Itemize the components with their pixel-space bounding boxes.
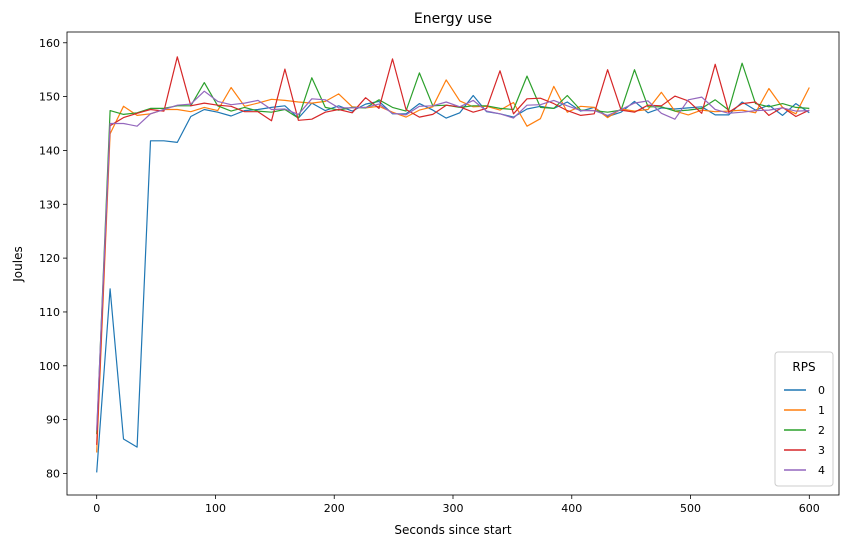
x-tick-label: 100	[205, 502, 226, 515]
y-tick-label: 120	[39, 252, 60, 265]
y-tick-label: 150	[39, 91, 60, 104]
legend-items: 0 1 2 3 4	[784, 384, 825, 477]
x-tick-label: 300	[443, 502, 464, 515]
series-line-3	[96, 56, 810, 445]
y-tick-label: 130	[39, 198, 60, 211]
y-tick-label: 160	[39, 37, 60, 50]
legend-label-0: 0	[818, 384, 825, 397]
legend-label-4: 4	[818, 464, 825, 477]
legend-label-3: 3	[818, 444, 825, 457]
y-tick-label: 90	[46, 414, 60, 427]
x-axis-ticks: 0 100 200 300 400 500 600	[93, 495, 820, 515]
x-axis-label: Seconds since start	[394, 523, 511, 537]
y-tick-label: 80	[46, 467, 60, 480]
series-line-0	[96, 94, 810, 473]
legend-label-2: 2	[818, 424, 825, 437]
y-axis-label: Joules	[11, 246, 25, 282]
series-layer	[96, 56, 810, 473]
legend-label-1: 1	[818, 404, 825, 417]
chart-title: Energy use	[414, 11, 492, 27]
x-tick-label: 500	[680, 502, 701, 515]
x-tick-label: 400	[561, 502, 582, 515]
x-tick-label: 200	[324, 502, 345, 515]
series-line-1	[96, 79, 810, 453]
y-axis-ticks: 80 90 100 110 120 130 140 150 160	[39, 37, 67, 480]
legend: RPS 0 1 2 3 4	[774, 351, 834, 487]
series-line-2	[96, 62, 810, 435]
y-tick-label: 100	[39, 360, 60, 373]
y-tick-label: 140	[39, 144, 60, 157]
y-tick-label: 110	[39, 306, 60, 319]
x-tick-label: 600	[799, 502, 820, 515]
x-tick-label: 0	[93, 502, 100, 515]
series-line-4	[96, 90, 810, 431]
legend-box	[774, 351, 834, 487]
plot-frame	[66, 31, 840, 496]
legend-title: RPS	[792, 360, 815, 374]
